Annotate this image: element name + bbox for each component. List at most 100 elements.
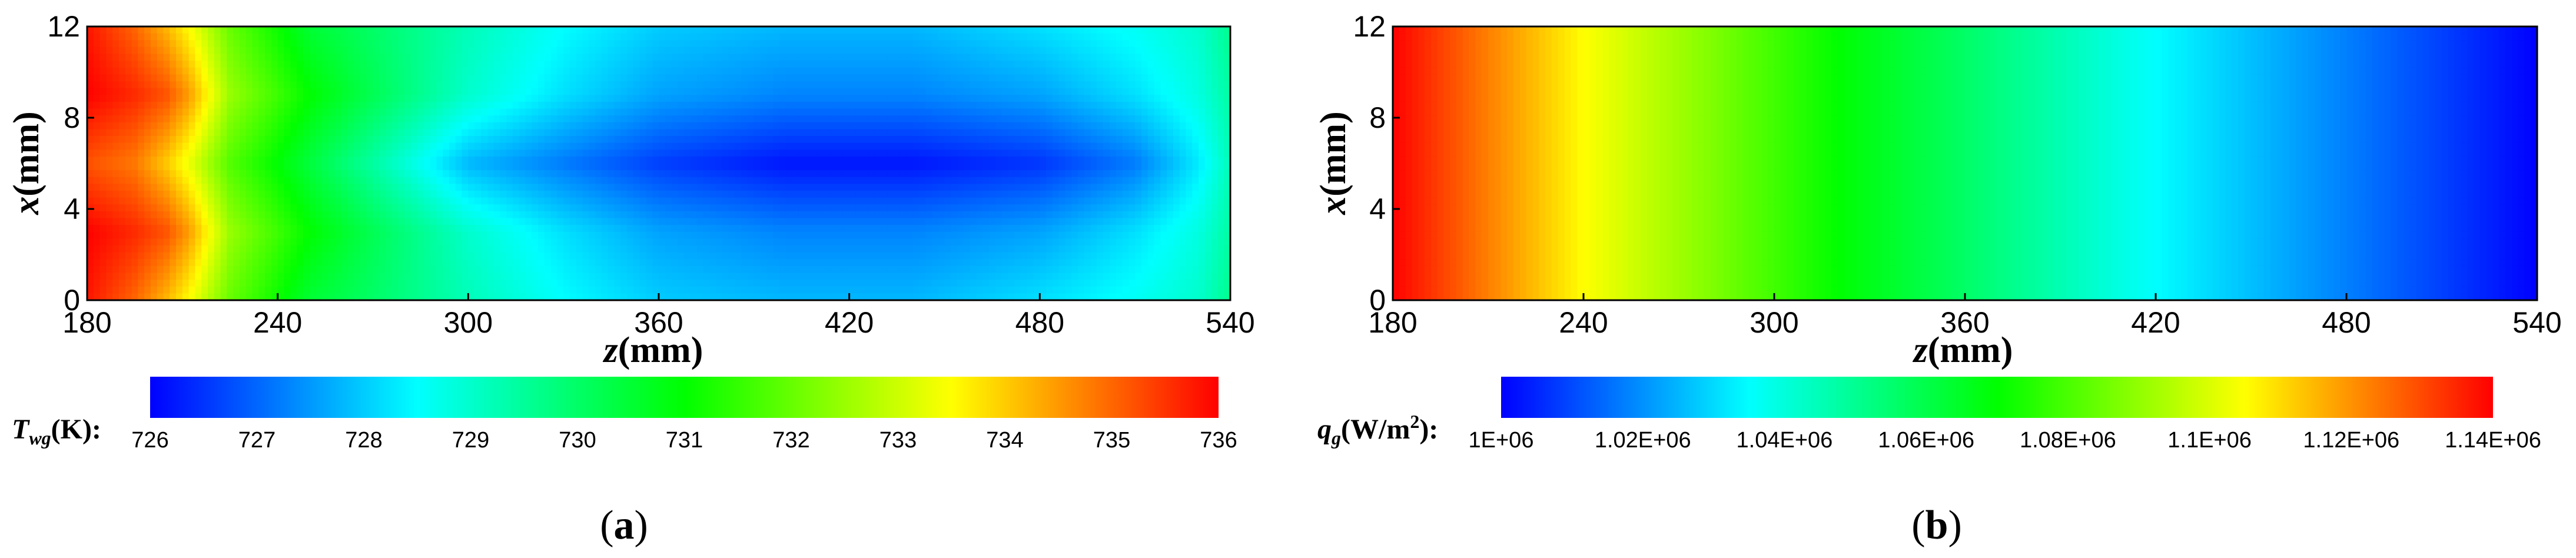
heatmap-cell	[785, 170, 793, 178]
heatmap-cell	[773, 211, 780, 219]
heatmap-cell	[341, 273, 348, 280]
heatmap-cell	[779, 115, 786, 123]
heatmap-cell	[207, 252, 215, 260]
heatmap-cell	[99, 231, 107, 240]
heatmap-cell	[690, 101, 698, 109]
heatmap-cell	[805, 293, 812, 301]
heatmap-cell	[849, 218, 857, 225]
heatmap-cell	[538, 26, 545, 34]
heatmap-cell	[144, 129, 151, 137]
heatmap-cell	[125, 88, 132, 96]
heatmap-cell	[582, 26, 590, 34]
heatmap-cell	[842, 61, 850, 68]
heatmap-cell	[506, 197, 513, 205]
heatmap-cell	[779, 238, 786, 246]
heatmap-cell	[195, 101, 202, 109]
heatmap-cell	[728, 231, 736, 240]
heatmap-cell	[373, 177, 380, 185]
heatmap-cell	[474, 245, 482, 253]
heatmap-cell	[633, 163, 640, 171]
heatmap-cell	[773, 26, 780, 34]
heatmap-cell	[836, 177, 844, 185]
heatmap-cell	[817, 252, 825, 260]
heatmap-cell	[252, 150, 260, 157]
heatmap-cell	[443, 142, 450, 151]
heatmap-cell	[150, 40, 158, 48]
heatmap-cell	[639, 245, 647, 253]
heatmap-cell	[214, 88, 221, 96]
heatmap-cell	[614, 170, 622, 178]
heatmap-cell	[487, 204, 494, 212]
heatmap-cell	[303, 204, 310, 212]
heatmap-cell	[468, 191, 475, 198]
heatmap-cell	[868, 67, 875, 75]
heatmap-cell	[544, 81, 552, 89]
heatmap-cell	[582, 211, 590, 219]
heatmap-cell	[214, 191, 221, 198]
heatmap-cell	[798, 54, 805, 61]
heatmap-cell	[430, 191, 437, 198]
heatmap-cell	[563, 150, 570, 157]
heatmap-cell	[462, 280, 469, 287]
heatmap-cell	[773, 156, 780, 164]
heatmap-cell	[176, 280, 183, 287]
heatmap-cell	[449, 101, 456, 109]
heatmap-cell	[474, 238, 482, 246]
heatmap-cell	[417, 54, 424, 61]
heatmap-cell	[805, 95, 812, 102]
heatmap-cell	[550, 225, 558, 232]
heatmap-cell	[284, 252, 291, 260]
heatmap-cell	[163, 115, 171, 123]
heatmap-cell	[817, 156, 825, 164]
heatmap-cell	[753, 265, 761, 274]
heatmap-cell	[462, 150, 469, 157]
heatmap-cell	[633, 150, 640, 157]
heatmap-cell	[449, 81, 456, 89]
heatmap-cell	[652, 163, 659, 171]
heatmap-cell	[766, 67, 774, 75]
heatmap-cell	[728, 259, 736, 267]
heatmap-cell	[506, 163, 513, 171]
heatmap-cell	[544, 101, 552, 109]
heatmap-cell	[798, 88, 805, 96]
heatmap-cell	[684, 293, 691, 301]
heatmap-cell	[303, 280, 310, 287]
heatmap-cell	[595, 136, 602, 144]
heatmap-cell	[569, 101, 577, 109]
heatmap-cell	[557, 231, 564, 240]
heatmap-cell	[735, 231, 742, 240]
heatmap-cell	[322, 245, 329, 253]
heatmap-cell	[678, 218, 685, 225]
heatmap-cell	[563, 197, 570, 205]
heatmap-cell	[760, 273, 768, 280]
heatmap-cell	[163, 33, 171, 41]
heatmap-cell	[265, 245, 272, 253]
heatmap-cell	[341, 225, 348, 232]
heatmap-cell	[639, 61, 647, 68]
heatmap-cell	[87, 231, 94, 240]
heatmap-cell	[563, 273, 570, 280]
heatmap-cell	[328, 108, 336, 116]
heatmap-cell	[779, 259, 786, 267]
heatmap-cell	[354, 170, 361, 178]
heatmap-cell	[163, 293, 171, 301]
heatmap-cell	[773, 46, 780, 55]
heatmap-cell	[87, 33, 94, 41]
heatmap-cell	[824, 191, 831, 198]
heatmap-cell	[93, 88, 101, 96]
heatmap-cell	[608, 122, 615, 130]
heatmap-cell	[284, 204, 291, 212]
heatmap-cell	[538, 101, 545, 109]
heatmap-cell	[696, 286, 704, 294]
heatmap-cell	[106, 238, 113, 246]
heatmap-cell	[785, 238, 793, 246]
heatmap-cell	[227, 238, 234, 246]
heatmap-cell	[334, 265, 342, 274]
heatmap-cell	[182, 259, 190, 267]
heatmap-cell	[842, 197, 850, 205]
heatmap-cell	[417, 184, 424, 191]
heatmap-cell	[87, 95, 94, 102]
heatmap-cell	[595, 170, 602, 178]
heatmap-cell	[512, 184, 520, 191]
heatmap-cell	[265, 259, 272, 267]
